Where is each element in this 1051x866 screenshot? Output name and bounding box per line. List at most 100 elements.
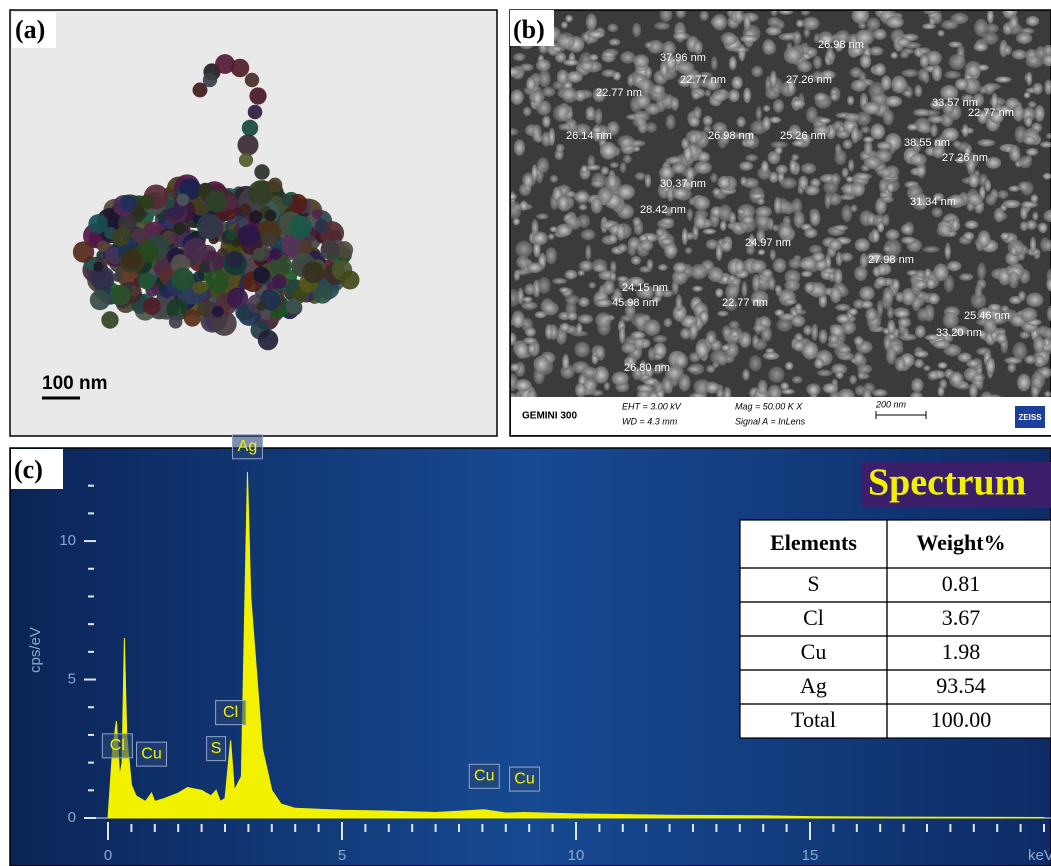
grain: [901, 287, 916, 306]
grain: [748, 355, 762, 372]
grain: [757, 249, 766, 256]
grain: [1043, 337, 1051, 347]
grain: [756, 229, 766, 243]
grain: [802, 341, 819, 360]
grain: [842, 139, 853, 150]
grain: [872, 388, 888, 397]
grain: [1038, 222, 1048, 234]
grain: [585, 106, 596, 120]
grain: [526, 76, 536, 92]
grain: [750, 259, 767, 273]
grain: [581, 366, 598, 379]
grain: [511, 89, 524, 105]
grain: [803, 27, 811, 38]
grain: [664, 206, 673, 217]
grain: [702, 228, 716, 235]
grain: [680, 327, 692, 340]
signal: Signal A = InLens: [735, 416, 806, 426]
grain: [931, 146, 946, 159]
grain: [834, 149, 847, 165]
grain: [597, 186, 613, 204]
grain: [933, 194, 943, 202]
particle: [183, 309, 201, 327]
grain: [699, 11, 709, 21]
grain: [863, 136, 874, 143]
grain: [652, 366, 664, 375]
grain: [547, 233, 555, 240]
table-cell-text: 1.98: [942, 639, 981, 664]
grain: [590, 180, 605, 188]
grain: [591, 258, 608, 272]
grain: [775, 164, 788, 175]
particle: [192, 281, 206, 294]
title-bg: [862, 462, 1051, 508]
grain: [822, 267, 837, 274]
size-label: 24.97 nm: [745, 237, 791, 249]
grain: [948, 53, 966, 70]
grain: [627, 276, 645, 287]
grain: [780, 177, 797, 189]
grain: [514, 379, 532, 392]
grain: [997, 189, 1009, 200]
grain: [533, 355, 550, 374]
grain: [617, 135, 635, 148]
grain: [854, 265, 868, 282]
grain: [812, 251, 825, 263]
grain: [974, 283, 983, 299]
grain: [846, 95, 855, 106]
grain: [590, 197, 603, 214]
grain: [691, 91, 701, 100]
grain: [595, 345, 606, 361]
grain: [1010, 14, 1019, 30]
grain: [663, 317, 673, 328]
grain: [583, 375, 598, 392]
grain: [847, 159, 855, 172]
grain: [977, 64, 989, 71]
grain: [608, 233, 618, 244]
particle: [237, 134, 259, 156]
particle: [230, 58, 250, 78]
grain: [796, 19, 805, 28]
grain: [865, 307, 878, 322]
peak-label-box: [231, 434, 263, 460]
grain: [633, 54, 650, 68]
grain: [1003, 45, 1012, 56]
grain: [521, 301, 538, 310]
particle: [249, 87, 267, 105]
grain: [849, 67, 863, 79]
grain: [933, 263, 949, 282]
grain: [601, 69, 617, 78]
grain: [931, 64, 943, 82]
grain: [580, 60, 594, 72]
grain: [637, 78, 654, 91]
grain: [588, 281, 596, 289]
grain: [636, 287, 653, 299]
grain: [760, 160, 769, 174]
grain: [863, 156, 882, 170]
grain: [1018, 156, 1032, 169]
grain: [940, 84, 959, 101]
grain: [1012, 342, 1028, 360]
x-axis-label: keV: [1028, 847, 1051, 864]
grain: [767, 16, 782, 28]
grain: [1027, 101, 1037, 109]
grain: [822, 383, 839, 394]
grain: [979, 330, 987, 340]
grain: [856, 111, 872, 126]
grain: [853, 336, 864, 347]
grain: [562, 59, 580, 66]
grain: [826, 44, 834, 62]
grain: [835, 371, 844, 379]
grain: [1023, 91, 1031, 99]
label-bg: [11, 449, 63, 489]
grain: [952, 218, 959, 232]
grain: [671, 162, 686, 174]
grain: [786, 77, 796, 96]
peak-label-box: [206, 736, 227, 762]
info-bar: [511, 397, 1051, 435]
grain: [1000, 232, 1010, 241]
grain: [522, 106, 532, 117]
grain: [549, 226, 558, 233]
grain: [769, 249, 776, 261]
grain: [797, 60, 812, 73]
